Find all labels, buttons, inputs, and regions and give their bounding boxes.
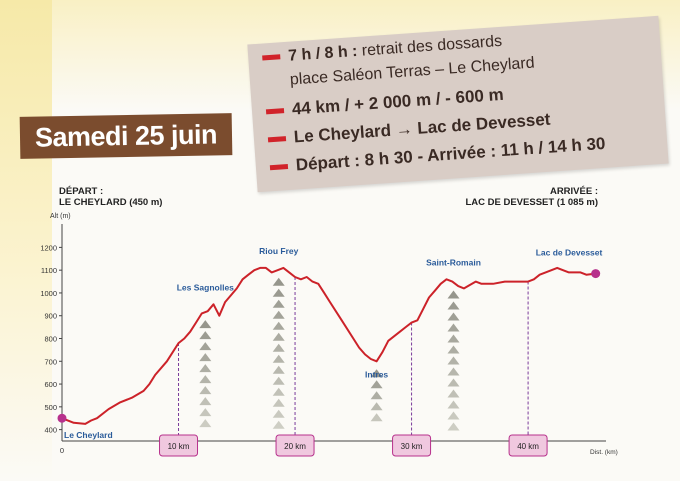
y-tick-label: 700 xyxy=(44,357,57,366)
y-tick-label: 1100 xyxy=(41,266,57,275)
climb-triangle xyxy=(272,376,285,385)
climb-triangle xyxy=(370,391,383,400)
y-tick-label: 500 xyxy=(44,403,57,412)
climb-triangle xyxy=(447,356,460,365)
start-point-marker xyxy=(57,413,67,423)
climb-triangle xyxy=(272,277,285,286)
place-label: Le Cheylard xyxy=(64,430,113,440)
climb-triangle xyxy=(199,397,212,406)
climb-triangle xyxy=(447,367,460,376)
climb-triangle xyxy=(370,402,383,411)
profile-line-group xyxy=(57,266,601,425)
climb-triangle xyxy=(272,299,285,308)
km-marker-box xyxy=(508,434,548,457)
climb-triangle xyxy=(272,409,285,418)
y-axis-label: Alt (m) xyxy=(50,213,71,220)
climb-triangle xyxy=(447,301,460,310)
km-marker-label: 40 km xyxy=(517,442,539,451)
finish-label-title: ARRIVÉE : xyxy=(549,186,598,197)
km-marker-box xyxy=(392,434,432,457)
y-tick-label: 1000 xyxy=(40,289,57,298)
start-label-place: LE CHEYLARD (450 m) xyxy=(59,197,163,208)
climb-triangle xyxy=(370,369,383,378)
place-label: Lac de Devesset xyxy=(536,248,603,258)
climb-triangle xyxy=(447,422,460,431)
climb-triangle-columns xyxy=(199,277,460,431)
climb-triangle xyxy=(447,389,460,398)
climb-triangle xyxy=(447,334,460,343)
climb-triangle xyxy=(272,365,285,374)
finish-point-marker xyxy=(591,269,601,279)
climb-triangle xyxy=(272,310,285,319)
climb-triangle xyxy=(272,398,285,407)
climb-triangle xyxy=(199,320,212,329)
climb-triangle xyxy=(370,380,383,389)
climb-triangle xyxy=(447,345,460,354)
x-axis-label: Dist. (km) xyxy=(590,449,618,456)
km-marker-label: 30 km xyxy=(401,442,423,451)
climb-triangle xyxy=(272,343,285,352)
climb-triangle xyxy=(199,331,212,340)
climb-triangle xyxy=(272,288,285,297)
climb-triangle xyxy=(199,386,212,395)
climb-triangle xyxy=(447,323,460,332)
climb-triangle xyxy=(199,419,212,428)
place-label: Les Sagnolles xyxy=(177,282,234,292)
climb-triangle xyxy=(447,400,460,409)
climb-triangle xyxy=(199,364,212,373)
climb-triangle xyxy=(447,411,460,420)
elevation-profile-line xyxy=(61,266,596,425)
y-tick-label: 1200 xyxy=(40,243,57,252)
y-tick-label: 600 xyxy=(44,380,57,389)
climb-triangle xyxy=(272,354,285,363)
place-labels: Le Cheylard Les Sagnolles Riou Frey Intres S… xyxy=(64,246,603,440)
background-left-stripe xyxy=(0,0,52,481)
km-marker-label: 20 km xyxy=(284,442,306,451)
climb-triangle xyxy=(272,420,285,429)
climb-triangle xyxy=(272,387,285,396)
climb-triangle xyxy=(199,342,212,351)
km-marker-box xyxy=(159,434,199,457)
y-tick-label: 900 xyxy=(44,312,57,321)
climb-triangle xyxy=(447,290,460,299)
y-tick-label: 400 xyxy=(44,426,57,435)
x-origin-label: 0 xyxy=(60,446,64,455)
climb-triangle xyxy=(447,378,460,387)
climb-triangle xyxy=(272,332,285,341)
climb-triangle xyxy=(199,353,212,362)
chart-axes: Alt (m) 400 500 600 700 800 900 1000 1100 1200 0 Di… xyxy=(40,213,618,456)
climb-triangle xyxy=(199,408,212,417)
finish-label-place: LAC DE DEVESSET (1 085 m) xyxy=(465,197,598,208)
climb-triangle xyxy=(447,312,460,321)
climb-triangle xyxy=(199,375,212,384)
km-marker-box xyxy=(275,434,315,457)
start-label: DÉPART : LE CHEYLARD (450 m) xyxy=(59,186,162,208)
finish-label: ARRIVÉE : LAC DE DEVESSET (1 085 m) xyxy=(465,186,598,208)
place-label: Intres xyxy=(365,369,388,379)
start-label-title: DÉPART : xyxy=(59,186,104,197)
km-markers: 10 km 20 km 30 km 40 km xyxy=(159,277,548,457)
place-label: Saint-Romain xyxy=(426,257,481,267)
climb-triangle xyxy=(370,413,383,422)
place-label: Riou Frey xyxy=(259,246,298,256)
km-marker-label: 10 km xyxy=(168,442,190,451)
climb-triangle xyxy=(272,321,285,330)
y-tick-label: 800 xyxy=(44,335,57,344)
